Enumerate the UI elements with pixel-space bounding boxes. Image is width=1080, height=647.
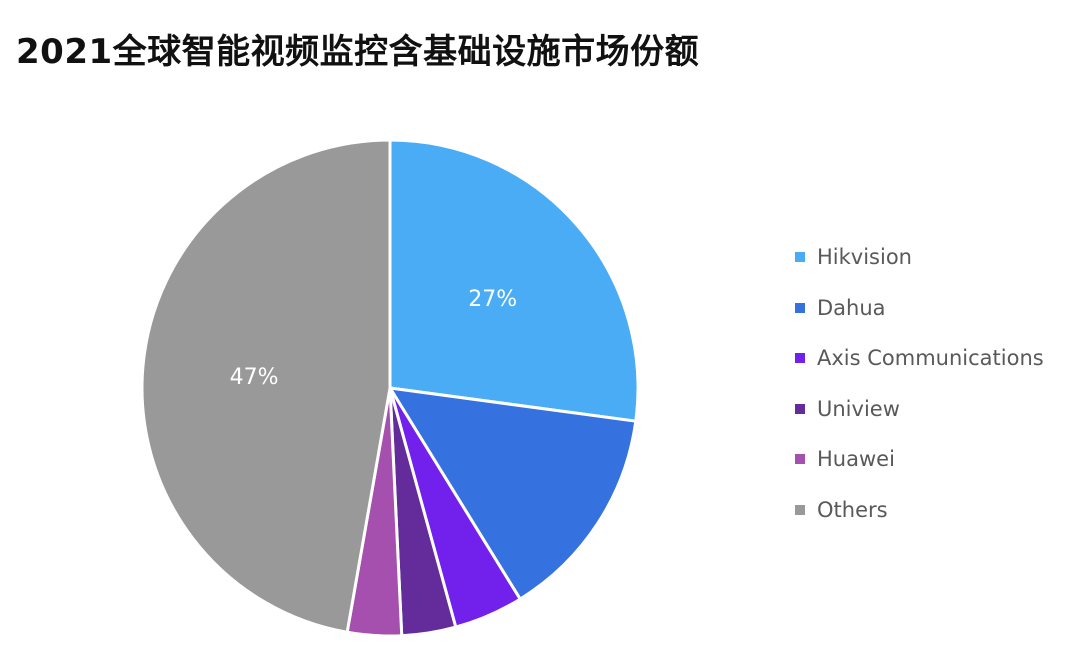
pie-slice-dahua (388, 386, 638, 601)
legend-item-dahua: Dahua (795, 283, 1044, 334)
chart-legend: Hikvision Dahua Axis Communications Uniview… (795, 232, 1044, 535)
data-label-others: 47% (230, 365, 279, 390)
legend-swatch (795, 252, 805, 263)
pie-slice-others (140, 138, 392, 634)
legend-swatch (795, 454, 805, 465)
legend-label: Axis Communications (817, 346, 1044, 371)
legend-swatch (795, 353, 805, 364)
legend-label: Hikvision (817, 245, 912, 270)
data-label-hikvision: 27% (468, 287, 517, 312)
legend-item-uniview: Uniview (795, 384, 1044, 435)
pie-slice-hikvision (388, 138, 640, 423)
legend-label: Dahua (817, 295, 886, 320)
legend-item-others: Others (795, 485, 1044, 536)
legend-label: Uniview (817, 396, 900, 421)
legend-swatch (795, 302, 805, 313)
legend-swatch (795, 504, 805, 515)
legend-label: Huawei (817, 447, 895, 472)
legend-swatch (795, 403, 805, 414)
legend-item-hikvision: Hikvision (795, 232, 1044, 283)
chart-title: 2021全球智能视频监控含基础设施市场份额 (16, 32, 700, 72)
legend-item-axis-communications: Axis Communications (795, 333, 1044, 384)
legend-item-huawei: Huawei (795, 434, 1044, 485)
legend-label: Others (817, 497, 888, 522)
